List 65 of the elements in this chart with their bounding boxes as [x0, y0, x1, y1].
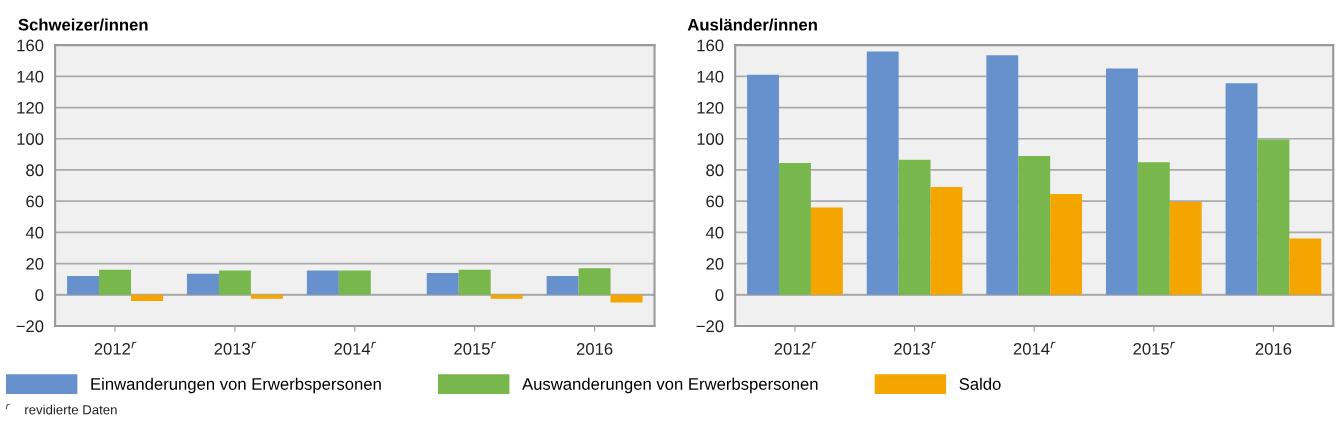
y-tick-label: 80 — [26, 164, 44, 177]
bar — [866, 51, 899, 295]
x-tick-label: 2013$^{r}$ — [214, 341, 257, 355]
bar — [99, 269, 132, 295]
y-tick-label: 40 — [25, 226, 44, 239]
bar — [67, 276, 100, 295]
bar — [338, 270, 371, 295]
x-tick-label: 2015$^{r}$ — [454, 341, 497, 355]
bar — [610, 294, 643, 303]
legend-label: Einwanderungen von Erwerbspersonen — [91, 377, 381, 394]
legend-label: Saldo — [959, 377, 1001, 390]
bar — [747, 74, 780, 295]
y-tick-label: 120 — [17, 101, 44, 114]
bar — [250, 294, 283, 299]
x-tick-label: 2013$^{r}$ — [894, 341, 936, 355]
bar — [1137, 162, 1170, 295]
bar — [546, 276, 579, 295]
y-tick-label: 120 — [697, 101, 724, 114]
y-tick-label: 140 — [697, 70, 724, 83]
x-tick-label: 2014$^{r}$ — [1013, 341, 1056, 355]
y-tick-label: 0 — [35, 289, 44, 301]
bar — [490, 294, 523, 299]
bar — [186, 273, 219, 295]
bar — [131, 294, 163, 301]
y-tick-label: −20 — [16, 320, 44, 333]
y-tick-label: 160 — [17, 39, 44, 52]
chart-title: Schweizer/innen — [18, 18, 148, 31]
bar — [458, 269, 491, 295]
text: $^{r}$ revidierte Daten — [5, 404, 117, 415]
x-tick-label: 2012$^{r}$ — [94, 341, 137, 355]
x-tick-label: 2015$^{r}$ — [1133, 341, 1176, 355]
bar — [986, 55, 1019, 295]
chart-title: Ausländer/innen — [687, 18, 817, 31]
bar — [810, 207, 843, 295]
y-tick-label: 0 — [715, 289, 724, 301]
bar — [930, 187, 963, 295]
bar — [1169, 201, 1202, 295]
y-tick-label: 60 — [26, 195, 44, 208]
bar — [1289, 238, 1322, 295]
bar — [1018, 155, 1051, 295]
y-tick-label: 60 — [706, 195, 724, 208]
bar — [1050, 194, 1083, 295]
bar — [1257, 139, 1290, 295]
bar — [578, 268, 611, 295]
legend-label: Auswanderungen von Erwerbspersonen — [522, 377, 818, 394]
y-tick-label: 20 — [706, 257, 724, 270]
bar — [898, 159, 931, 295]
x-tick-label: 2014$^{r}$ — [334, 341, 377, 355]
y-tick-label: 100 — [17, 133, 44, 145]
bar — [779, 162, 811, 295]
bar — [218, 270, 251, 295]
x-tick-label: 2012$^{r}$ — [774, 341, 817, 355]
x-tick-label: 2016 — [576, 343, 613, 355]
bar — [1225, 83, 1258, 295]
x-tick-label: 2016 — [1255, 343, 1292, 355]
y-tick-label: 40 — [705, 226, 724, 239]
bar — [306, 270, 339, 295]
y-tick-label: 160 — [697, 39, 724, 52]
y-tick-label: 80 — [706, 164, 724, 177]
y-tick-label: 20 — [26, 257, 44, 270]
y-tick-label: 100 — [697, 133, 724, 145]
y-tick-label: −20 — [696, 320, 724, 333]
bar — [1105, 68, 1138, 295]
y-tick-label: 140 — [17, 70, 44, 83]
bar — [426, 272, 459, 295]
